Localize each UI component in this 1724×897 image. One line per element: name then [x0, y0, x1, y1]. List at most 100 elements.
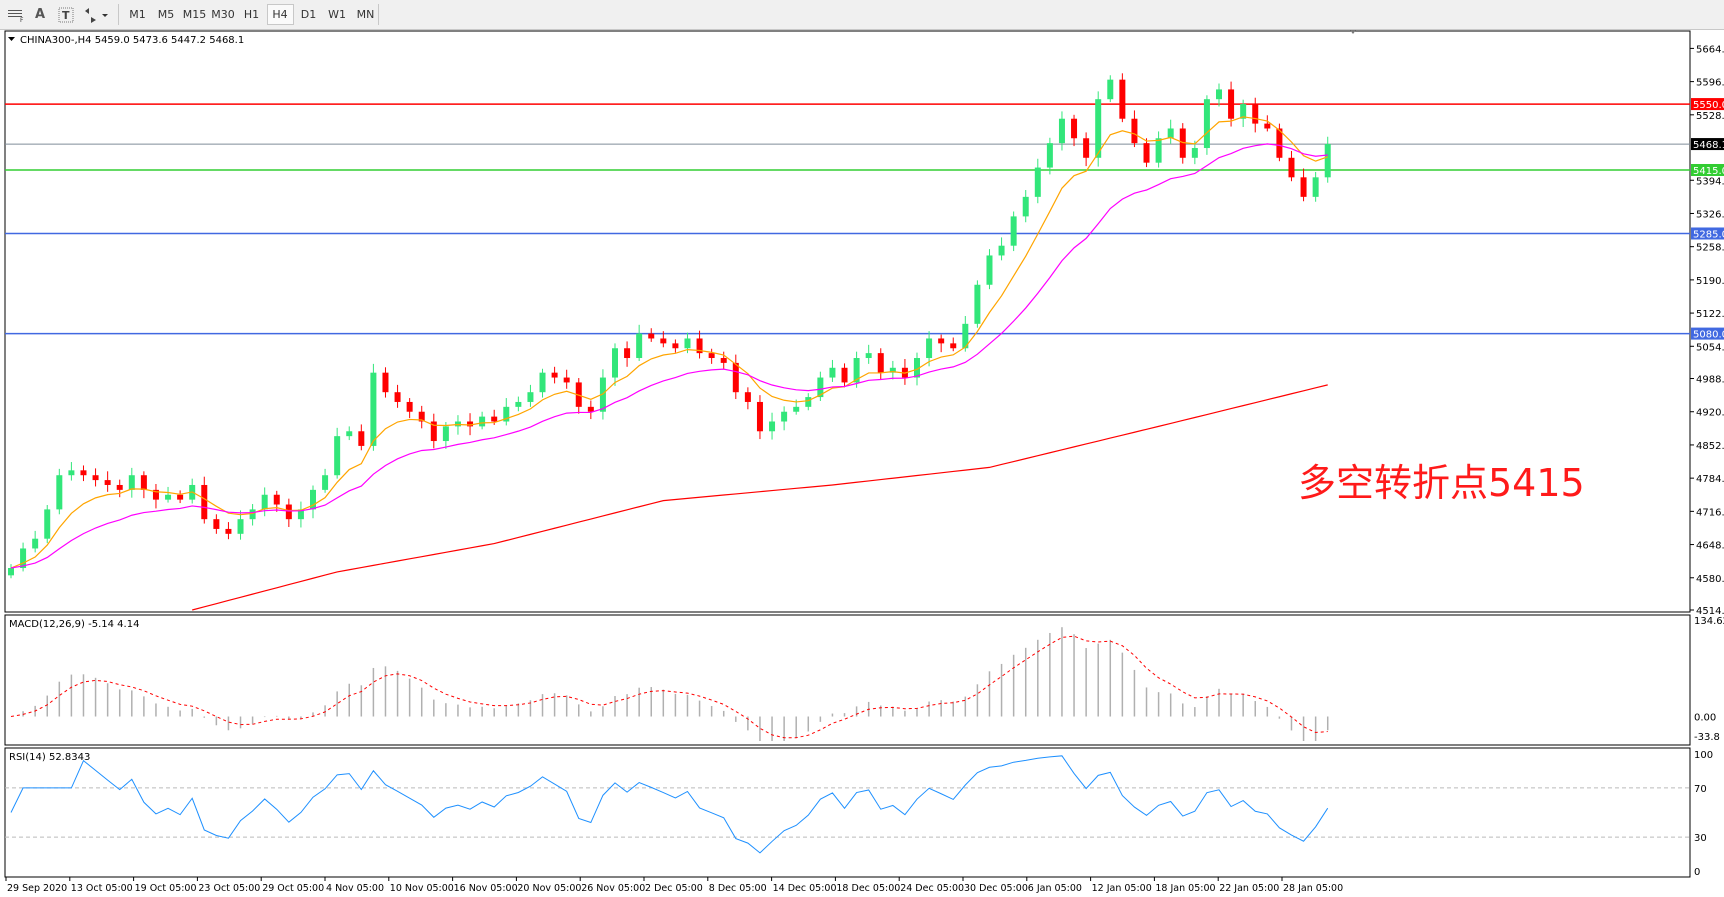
candle-body — [297, 509, 304, 520]
candle-body — [8, 568, 14, 576]
text-a-icon[interactable]: A — [34, 7, 46, 22]
candle-body — [1071, 118, 1078, 139]
candle-body — [394, 392, 401, 402]
candle — [926, 331, 933, 367]
timeframe-h1[interactable]: H1 — [243, 8, 260, 21]
candle-body — [406, 401, 413, 412]
candle-body — [720, 358, 727, 363]
level-label: 5415.0 — [1693, 166, 1724, 177]
candle — [612, 343, 618, 386]
timeframe-m15[interactable]: M15 — [182, 8, 207, 21]
candle — [1216, 83, 1222, 107]
x-tick-label: 20 Nov 05:00 — [517, 883, 581, 894]
candle — [201, 476, 208, 524]
candle-body — [1095, 99, 1102, 158]
candle-body — [744, 392, 751, 402]
timeframe-mn[interactable]: MN — [356, 8, 375, 21]
candle-body — [382, 372, 389, 393]
candle-body — [998, 245, 1005, 256]
toolbar-separator — [118, 4, 119, 25]
x-tick-label: 14 Dec 05:00 — [773, 883, 837, 894]
candle — [769, 412, 776, 440]
candle-body — [708, 353, 715, 359]
candle-body — [442, 426, 449, 442]
level-tag — [1691, 163, 1724, 176]
y-tick-label: 5528.0 — [1696, 111, 1724, 122]
y-tick-label: 5122.0 — [1696, 309, 1724, 320]
candle-body — [80, 470, 87, 476]
macd-tick-label: 0.00 — [1694, 713, 1716, 724]
candle — [636, 324, 643, 361]
y-tick-label: 5326.0 — [1696, 209, 1724, 220]
timeframe-h4[interactable]: H4 — [266, 4, 294, 25]
candle-body — [636, 333, 643, 359]
y-tick-label: 5258.0 — [1696, 243, 1724, 254]
text-label-icon[interactable]: T — [54, 4, 78, 25]
toolbar-separator — [378, 4, 379, 25]
collapse-triangle-icon — [8, 37, 15, 41]
toolbar: F A T M1 M5 M15 M30 H1 H4 D1 W1 MN — [0, 0, 1724, 30]
x-tick-label: 29 Oct 05:00 — [262, 883, 324, 894]
candle — [128, 467, 135, 498]
y-tick-label: 4716.0 — [1696, 507, 1724, 518]
candle-body — [1107, 79, 1114, 100]
candle — [32, 530, 39, 553]
candle — [1167, 119, 1174, 144]
timeframe-m5[interactable]: M5 — [157, 8, 175, 21]
candle-body — [853, 358, 860, 383]
grid-f-icon[interactable]: F — [4, 4, 28, 25]
timeframe-m30[interactable]: M30 — [211, 8, 235, 21]
level-tag — [1691, 98, 1724, 111]
timeframe-m1[interactable]: M1 — [129, 8, 146, 21]
candle-body — [1216, 89, 1222, 100]
rsi-tick-label: 100 — [1694, 750, 1713, 761]
candle — [418, 405, 425, 429]
candle-body — [116, 484, 123, 490]
x-tick-label: 28 Jan 05:00 — [1283, 883, 1343, 894]
candle — [1228, 81, 1235, 127]
candle-body — [539, 372, 546, 393]
candle — [346, 426, 353, 441]
candle-body — [310, 489, 316, 510]
candle-body — [551, 372, 558, 378]
candle-body — [503, 406, 510, 422]
candle-body — [1228, 89, 1235, 119]
candle — [285, 498, 292, 527]
candle-body — [1179, 128, 1186, 158]
candle-body — [732, 362, 739, 393]
macd-label: MACD(12,26,9) -5.14 4.14 — [9, 619, 139, 630]
candle — [273, 490, 280, 512]
candle-body — [128, 475, 135, 490]
candle-body — [672, 343, 679, 349]
svg-text:F: F — [20, 17, 24, 23]
candle-body — [1312, 177, 1319, 197]
level-label: 5550.0 — [1693, 100, 1724, 111]
candle — [1071, 114, 1078, 147]
timeframe-w1[interactable]: W1 — [328, 8, 346, 21]
macd-signal-line — [10, 635, 1328, 739]
y-tick-label: 4920.0 — [1696, 408, 1724, 419]
candle — [1179, 123, 1186, 164]
arrows-icon[interactable] — [82, 4, 112, 25]
timeframe-d1[interactable]: D1 — [300, 8, 317, 21]
y-tick-label: 5190.0 — [1696, 276, 1724, 287]
candle — [1119, 73, 1126, 123]
ma-fast-line — [10, 116, 1328, 569]
candle — [938, 334, 945, 353]
x-tick-label: 18 Jan 05:00 — [1155, 883, 1215, 894]
candle — [672, 339, 679, 353]
x-tick-label: 30 Dec 05:00 — [964, 883, 1028, 894]
candle-body — [950, 343, 957, 349]
candle — [841, 363, 848, 388]
candle-body — [1058, 118, 1065, 144]
y-tick-label: 5664.0 — [1696, 44, 1724, 55]
candle-body — [1191, 148, 1198, 158]
rsi-pane — [4, 747, 1691, 878]
x-tick-label: 29 Sep 2020 — [7, 883, 67, 894]
candle-body — [213, 519, 220, 529]
candle-body — [1022, 196, 1029, 217]
candle-body — [491, 416, 498, 422]
candle — [382, 367, 389, 398]
candle-body — [829, 367, 836, 378]
chart-area[interactable]: 5664.0 5596.0 5528.0 5394.0 5326.0 5258.0 5190… — [0, 29, 1724, 897]
